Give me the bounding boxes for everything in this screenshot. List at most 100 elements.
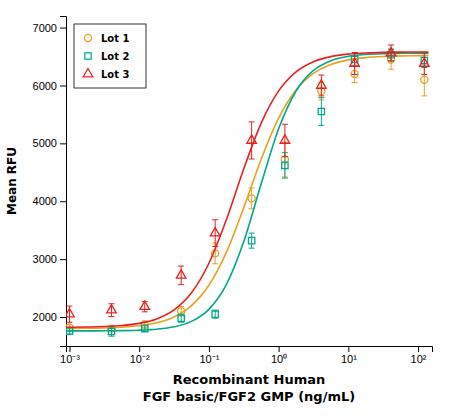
x-tick-label: 10⁻²	[130, 353, 150, 365]
error-bar-cap	[249, 248, 255, 249]
error-bar-stem	[251, 233, 252, 248]
y-tick: 6000	[33, 79, 66, 91]
error-bar	[142, 326, 148, 332]
error-bar	[318, 98, 324, 126]
error-bar-cap	[421, 95, 427, 96]
data-point	[317, 80, 327, 88]
error-bar-stem	[321, 98, 322, 126]
y-tick-label: 7000	[33, 22, 57, 34]
data-point	[280, 135, 290, 143]
legend-label: Lot 3	[101, 69, 130, 80]
y-tick-mark	[60, 317, 66, 318]
point-series	[66, 50, 428, 333]
data-point	[247, 135, 257, 143]
error-bar-cap	[352, 52, 358, 53]
x-axis-line	[67, 347, 433, 353]
error-bar	[212, 310, 218, 318]
y-tick: 4000	[33, 195, 66, 207]
error-bar	[352, 52, 358, 74]
y-tick-mark	[60, 259, 66, 260]
y-tick: 2000	[33, 311, 66, 323]
error-bar-cap	[212, 263, 218, 264]
error-bar-stem	[321, 75, 322, 96]
x-tick-mark	[418, 346, 419, 352]
fit-curve	[66, 52, 429, 327]
error-bar-cap	[249, 233, 255, 234]
error-bar	[178, 314, 184, 322]
data-point	[420, 58, 430, 66]
error-bar-stem	[284, 124, 285, 156]
y-tick: 5000	[33, 137, 66, 149]
error-bar-cap	[66, 322, 72, 323]
error-bar-cap	[282, 178, 288, 179]
error-bar	[282, 153, 288, 178]
error-bar	[249, 122, 255, 159]
y-axis: 2000 3000 4000 5000 6000 7000	[33, 17, 67, 347]
error-bar-cap	[318, 125, 324, 126]
error-bar-cap	[178, 284, 184, 285]
chart-container: 10⁻³ 10⁻² 10⁻¹ 10⁰ 10¹ 10² 2000 3000 4000 5000 600…	[0, 0, 450, 420]
x-tick-label: 10¹	[341, 353, 357, 365]
error-bar-cap	[142, 311, 148, 312]
fit-curve	[66, 53, 429, 331]
error-bar-cap	[388, 69, 394, 70]
error-bar-cap	[249, 187, 255, 188]
error-bar-stem	[144, 326, 145, 332]
legend-symbol	[83, 68, 93, 76]
error-bar-cap	[66, 306, 72, 307]
error-bar	[282, 124, 288, 156]
error-bar-cap	[352, 82, 358, 83]
x-tick-mark	[209, 346, 210, 352]
data-point	[66, 328, 72, 334]
x-tick-mark	[348, 346, 349, 352]
x-tick: 10⁰	[271, 346, 287, 365]
x-tick-label: 10²	[411, 353, 427, 365]
error-bar-cap	[212, 219, 218, 220]
error-bar	[318, 75, 324, 96]
data-point	[350, 58, 360, 66]
fit-curve	[66, 56, 429, 329]
legend-frame	[74, 24, 146, 88]
legend: Lot 1Lot 2Lot 3	[74, 24, 146, 88]
y-tick: 7000	[33, 22, 66, 34]
data-point	[66, 309, 74, 317]
x-tick-label: 10⁻¹	[199, 353, 219, 365]
x-axis: 10⁻³ 10⁻² 10⁻¹ 10⁰ 10¹ 10²	[60, 346, 432, 365]
y-tick-mark	[60, 201, 66, 202]
marks	[66, 45, 429, 336]
x-tick-mark	[139, 346, 140, 352]
error-bar-cap	[318, 95, 324, 96]
x-tick-label: 10⁻³	[60, 353, 80, 365]
plot-area: 10⁻³ 10⁻² 10⁻¹ 10⁰ 10¹ 10² 2000 3000 4000 5000 600…	[5, 17, 433, 405]
legend-symbol	[84, 34, 91, 41]
data-point	[142, 325, 148, 331]
data-point	[386, 48, 396, 56]
y-tick-label: 2000	[33, 311, 57, 323]
y-tick-label: 5000	[33, 137, 57, 149]
error-bar	[212, 220, 218, 247]
y-tick-label: 3000	[33, 253, 57, 265]
data-point	[421, 76, 428, 83]
error-bar-cap	[318, 75, 324, 76]
data-point	[178, 308, 185, 315]
error-bar	[421, 52, 427, 74]
y-tick-label: 6000	[33, 79, 57, 91]
y-tick-mark	[60, 28, 66, 29]
error-bar-cap	[388, 44, 394, 45]
error-bar	[249, 188, 255, 209]
error-bar-stem	[215, 220, 216, 247]
error-bar-cap	[108, 336, 114, 337]
data-point	[318, 108, 324, 114]
y-axis-title: Mean RFU	[5, 147, 19, 215]
error-bar	[249, 233, 255, 248]
x-tick-mark	[69, 346, 70, 352]
error-bar-stem	[251, 122, 252, 159]
error-bar-cap	[249, 159, 255, 160]
error-bar-cap	[249, 121, 255, 122]
legend-item: Lot 2	[85, 51, 130, 62]
x-tick: 10⁻³	[60, 346, 80, 365]
error-bar-cap	[388, 61, 394, 62]
y-tick-label: 4000	[33, 195, 57, 207]
error-bar-cap	[421, 52, 427, 53]
data-point	[176, 270, 186, 278]
